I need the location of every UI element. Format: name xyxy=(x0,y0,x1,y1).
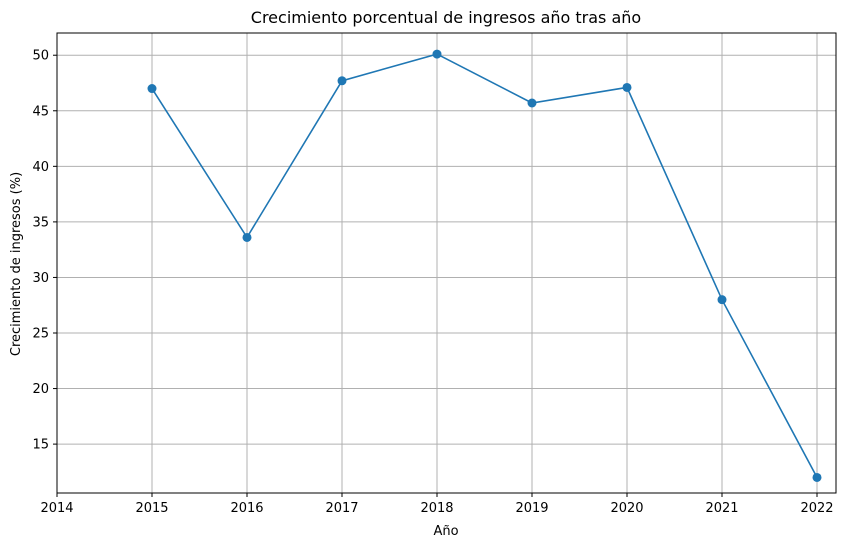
data-point xyxy=(812,472,822,482)
data-point xyxy=(337,76,347,86)
x-tick-label: 2018 xyxy=(420,501,453,516)
data-point xyxy=(717,295,727,305)
y-tick-label: 30 xyxy=(32,271,49,286)
x-axis-label: Año xyxy=(433,524,458,539)
data-point xyxy=(432,49,442,59)
y-tick-label: 15 xyxy=(32,438,49,453)
plot-frame xyxy=(56,32,837,494)
x-tick-label: 2016 xyxy=(230,501,263,516)
data-point xyxy=(527,98,537,108)
grid xyxy=(56,33,836,493)
x-tick-label: 2019 xyxy=(515,501,548,516)
data-point xyxy=(622,82,632,92)
y-axis-label: Crecimiento de ingresos (%) xyxy=(9,172,24,356)
data-point xyxy=(242,232,252,242)
series-line xyxy=(151,53,818,478)
x-tick-label: 2014 xyxy=(40,501,73,516)
chart-title: Crecimiento porcentual de ingresos año t… xyxy=(251,8,641,27)
y-tick-label: 35 xyxy=(32,215,49,230)
y-tick-label: 25 xyxy=(32,327,49,342)
y-tick-label: 50 xyxy=(32,49,49,64)
x-tick-label: 2021 xyxy=(705,501,738,516)
x-tick-label: 2022 xyxy=(800,501,833,516)
x-tick-label: 2017 xyxy=(325,501,358,516)
series-group xyxy=(147,49,822,482)
x-tick-label: 2015 xyxy=(135,501,168,516)
y-axis: 15 20 25 30 35 40 45 50 xyxy=(32,49,57,453)
data-point xyxy=(147,84,157,94)
x-axis: 2014 2015 2016 2017 2018 2019 2020 2021 2022 xyxy=(40,493,834,516)
y-tick-label: 20 xyxy=(32,382,49,397)
y-tick-label: 40 xyxy=(32,160,49,175)
y-tick-label: 45 xyxy=(32,104,49,119)
x-tick-label: 2020 xyxy=(610,501,643,516)
